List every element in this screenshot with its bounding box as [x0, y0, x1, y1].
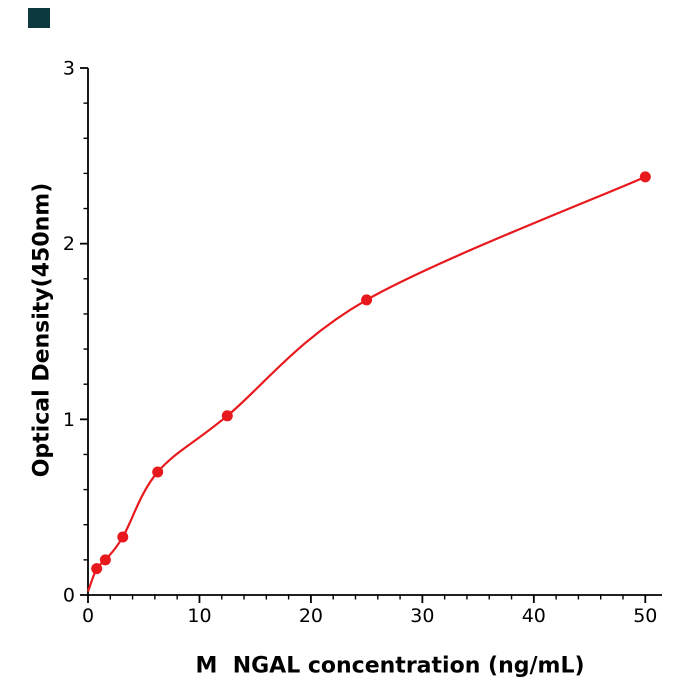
x-axis-title: M NGAL concentration (ng/mL) — [195, 653, 585, 679]
x-tick-label: 50 — [633, 605, 657, 627]
y-tick-label: 3 — [63, 58, 75, 80]
x-tick-label: 20 — [299, 605, 323, 627]
fit-curve — [86, 175, 646, 592]
x-tick-label: 30 — [410, 605, 434, 627]
x-tick-label: 0 — [82, 605, 94, 627]
data-point — [99, 554, 111, 566]
data-point — [117, 531, 129, 543]
axes-spine — [87, 68, 662, 596]
corner-mark — [28, 8, 50, 28]
data-point — [91, 563, 103, 575]
data-point — [361, 294, 373, 306]
data-point — [639, 171, 651, 183]
y-tick-label: 0 — [63, 585, 75, 607]
x-tick-label: 10 — [187, 605, 211, 627]
x-tick-label: 40 — [522, 605, 546, 627]
y-tick-label: 1 — [63, 409, 75, 431]
y-tick-label: 2 — [63, 233, 75, 255]
data-point — [152, 466, 164, 478]
y-axis-title: Optical Density(450nm) — [29, 182, 55, 478]
data-point — [221, 410, 233, 422]
